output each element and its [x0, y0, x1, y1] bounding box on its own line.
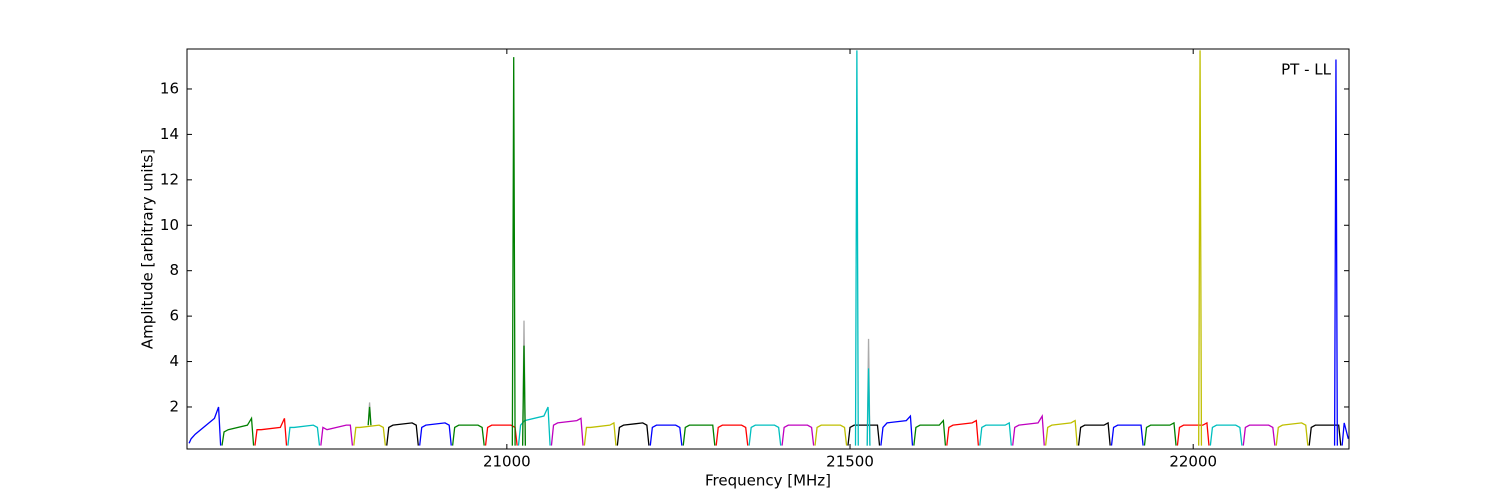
spectrum-line: [287, 424, 321, 446]
spectrum-line: [254, 418, 288, 446]
spectrum-line: [1012, 413, 1045, 446]
spectrum-line: [419, 422, 452, 446]
spectrum-line: [880, 414, 914, 446]
spectrum-line: [1209, 424, 1243, 446]
spectrum-line: [649, 424, 683, 446]
plot-area: [188, 50, 1349, 446]
spectrum-line: [1077, 421, 1111, 446]
spectrum-line: [1044, 419, 1078, 446]
y-tick-label: 2: [169, 397, 179, 415]
spectrum-line: [715, 424, 749, 446]
spectrum-line: [353, 424, 387, 446]
spectrum-line: [1176, 421, 1210, 446]
y-axis-label: Amplitude [arbitrary units]: [139, 149, 157, 349]
y-tick-label: 16: [160, 79, 179, 97]
spectrum-line: [1333, 59, 1338, 446]
spectrum-line: [616, 422, 650, 446]
annotation: PT - LL: [1281, 61, 1332, 79]
spectrum-line: [854, 50, 859, 446]
y-tick-label: 12: [160, 170, 179, 188]
spectrum-line: [682, 424, 716, 446]
spectrum-line: [367, 406, 372, 426]
spectrum-line: [814, 424, 848, 446]
x-axis-label: Frequency [MHz]: [705, 472, 831, 490]
axes-frame: [186, 48, 1350, 450]
spectrum-line: [188, 406, 222, 446]
spectrum-line: [550, 417, 584, 446]
spectrum-line: [1110, 424, 1144, 446]
spectrum-line: [979, 421, 1012, 446]
spectrum-line: [913, 419, 947, 446]
spectrum-line: [517, 406, 551, 446]
spectrum-line: [386, 422, 419, 446]
spectrum-line: [1143, 421, 1177, 446]
spectrum-line: [511, 57, 516, 446]
x-tick-label: 22000: [1169, 453, 1217, 471]
spectrum-line: [946, 419, 980, 446]
spectrum-line: [866, 368, 871, 446]
spectrum-line: [521, 345, 527, 446]
spectrum-line: [583, 421, 617, 446]
spectrum-line: [748, 424, 782, 446]
spectrum-line: [1198, 50, 1203, 446]
spectrum-line: [451, 424, 485, 446]
spectrum-line: [221, 416, 255, 446]
spectrum-line: [781, 424, 815, 446]
y-tick-label: 10: [160, 216, 179, 234]
y-tick-label: 4: [169, 352, 179, 370]
spectrum-line: [1308, 424, 1342, 446]
y-tick-label: 14: [160, 125, 179, 143]
x-tick-label: 21500: [826, 453, 874, 471]
spectrum-line: [847, 424, 881, 446]
x-tick-label: 21000: [483, 453, 531, 471]
spectrum-line: [1275, 422, 1309, 446]
y-tick-label: 8: [169, 261, 179, 279]
spectrum-line: [1242, 424, 1276, 446]
spectrum-line: [1341, 422, 1349, 446]
spectrum-line: [320, 424, 354, 446]
y-tick-label: 6: [169, 307, 179, 325]
